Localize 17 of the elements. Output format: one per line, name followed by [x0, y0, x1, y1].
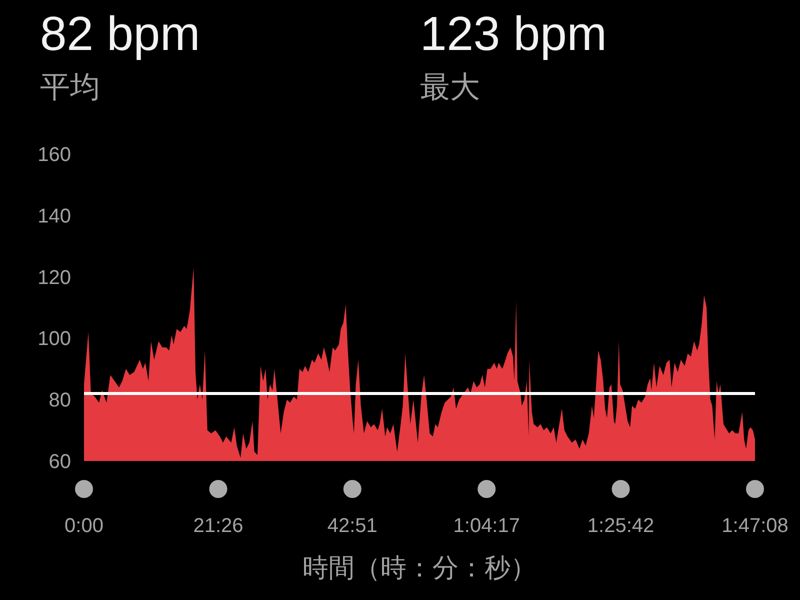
text: 最大	[420, 71, 480, 104]
x-tick-label: 1:47:08	[722, 515, 788, 537]
text: 82 bpm	[40, 8, 200, 61]
y-tick-label: 80	[48, 390, 71, 412]
x-tick-label: 1:04:17	[453, 515, 520, 537]
x-axis-title: 時間（時：分：秒）	[302, 552, 536, 583]
text: 123 bpm	[420, 8, 607, 61]
y-tick-label: 120	[38, 266, 71, 289]
y-tick-label: 100	[38, 328, 71, 350]
text: 平均	[40, 71, 100, 104]
x-tick-label: 42:51	[327, 515, 378, 537]
y-tick-label: 160	[38, 144, 71, 166]
x-tick-label: 1:25:42	[587, 515, 654, 537]
y-tick-label: 140	[38, 205, 71, 228]
x-tick-label: 21:26	[193, 515, 244, 537]
x-tick-label: 0:00	[64, 515, 104, 537]
y-tick-label: 60	[48, 451, 71, 473]
